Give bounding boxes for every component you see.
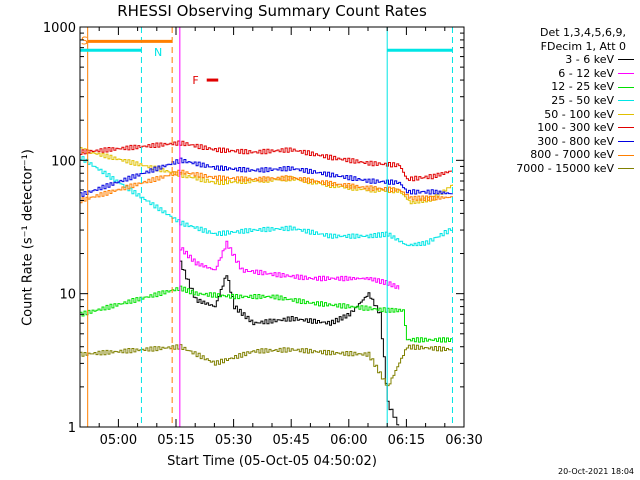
legend-entry-label: 800 - 7000 keV — [530, 148, 614, 162]
series-line-4 — [80, 147, 453, 205]
x-tick-label: 06:15 — [388, 433, 425, 448]
x-tick-label: 05:15 — [157, 433, 194, 448]
legend-entry: 25 - 50 keV — [470, 94, 634, 108]
legend-swatch — [618, 86, 634, 88]
legend-swatch — [618, 168, 634, 170]
legend-entry: 300 - 800 keV — [470, 135, 634, 149]
legend-entry: 100 - 300 keV — [470, 121, 634, 135]
y-tick-label: 10 — [59, 288, 76, 303]
legend-entry-label: 100 - 300 keV — [537, 121, 614, 135]
flag-label-f: F — [192, 74, 198, 87]
legend-entry: 800 - 7000 keV — [470, 148, 634, 162]
legend-entry: 3 - 6 keV — [470, 53, 634, 67]
legend-swatch — [618, 154, 634, 156]
legend-swatch — [618, 59, 634, 61]
series-line-0 — [179, 260, 400, 426]
series-line-7 — [80, 169, 453, 204]
legend-entry: 6 - 12 keV — [470, 67, 634, 81]
series-line-8 — [80, 344, 453, 387]
series-line-5 — [80, 140, 453, 182]
chart-title: RHESSI Observing Summary Count Rates — [117, 2, 427, 20]
series-line-6 — [80, 157, 453, 197]
legend: Det 1,3,4,5,6,9, FDecim 1, Att 0 3 - 6 k… — [470, 26, 634, 176]
x-tick-label: 06:00 — [330, 433, 367, 448]
legend-entry-label: 25 - 50 keV — [551, 93, 614, 107]
legend-header-line-2: FDecim 1, Att 0 — [540, 39, 626, 53]
legend-entry-label: 3 - 6 keV — [565, 53, 614, 67]
legend-header-line-1: Det 1,3,4,5,6,9, — [539, 26, 626, 39]
flag-label-n: N — [154, 46, 162, 59]
legend-swatch — [618, 127, 634, 129]
legend-entry: 7000 - 15000 keV — [470, 162, 634, 176]
y-tick-label: 1 — [68, 421, 76, 436]
legend-swatch — [618, 100, 634, 102]
series-line-2 — [80, 285, 453, 343]
x-tick-label: 06:30 — [445, 433, 482, 448]
plot-frame — [79, 26, 465, 428]
x-tick-label: 05:00 — [100, 433, 137, 448]
legend-entry: 50 - 100 keV — [470, 108, 634, 122]
legend-entry-label: 12 - 25 keV — [551, 80, 614, 94]
legend-entry-label: 7000 - 15000 keV — [516, 161, 614, 175]
legend-entry-label: 6 - 12 keV — [558, 66, 614, 80]
x-tick-label: 05:45 — [272, 433, 309, 448]
x-tick-label: 05:30 — [215, 433, 252, 448]
flag-label-s: S — [81, 35, 88, 48]
series-line-3 — [80, 156, 453, 247]
legend-entry: 12 - 25 keV — [470, 80, 634, 94]
series-line-1 — [179, 240, 400, 290]
y-axis-label: Count Rate (s⁻¹ detector⁻¹) — [20, 149, 36, 326]
legend-swatch — [618, 113, 634, 115]
y-tick-label: 100 — [51, 154, 76, 169]
x-axis-label: Start Time (05-Oct-05 04:50:02) — [167, 454, 377, 469]
legend-swatch — [618, 73, 634, 75]
legend-swatch — [618, 141, 634, 143]
footer-timestamp: 20-Oct-2021 18:04 — [558, 467, 634, 476]
legend-entry-label: 50 - 100 keV — [544, 107, 614, 121]
y-tick-label: 1000 — [43, 21, 76, 36]
legend-entry-label: 300 - 800 keV — [537, 134, 614, 148]
